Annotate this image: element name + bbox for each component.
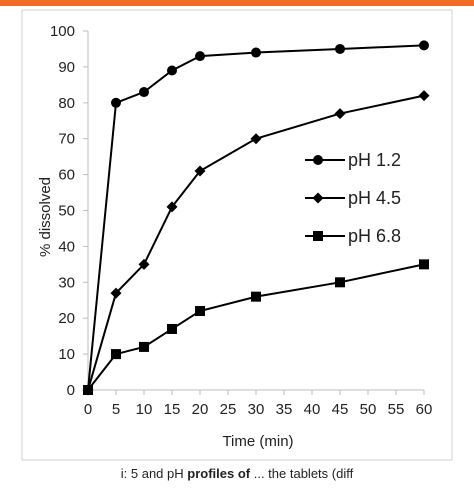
series-line-ph-6-8 bbox=[87, 263, 425, 391]
caption-text-start: i: 5 and pH bbox=[120, 466, 184, 481]
x-axis-title: Time (min) bbox=[222, 433, 293, 450]
x-tick-label: 0 bbox=[84, 401, 92, 418]
data-point-ph-6-8 bbox=[251, 291, 261, 302]
chart-frame bbox=[21, 9, 453, 461]
legend-label-ph-6-8: pH 6.8 bbox=[348, 226, 401, 246]
data-point-ph-1-2 bbox=[335, 43, 345, 54]
data-point-ph-4-5 bbox=[166, 201, 178, 213]
data-point-ph-4-5 bbox=[418, 90, 430, 102]
x-tick-label: 30 bbox=[248, 401, 265, 418]
legend-marker-ph-1-2 bbox=[313, 155, 323, 165]
legend-label-ph-1-2: pH 1.2 bbox=[348, 150, 401, 170]
y-tick-label: 20 bbox=[58, 310, 75, 327]
legend-label-ph-4-5: pH 4.5 bbox=[348, 188, 401, 208]
data-point-ph-4-5 bbox=[250, 133, 262, 145]
top-accent-bar bbox=[0, 0, 474, 6]
x-tick-label: 40 bbox=[304, 401, 321, 418]
y-tick-label: 100 bbox=[50, 23, 75, 40]
series-line-ph-4-5 bbox=[87, 94, 425, 391]
data-point-ph-1-2 bbox=[139, 87, 149, 98]
series-ph-1-2 bbox=[83, 40, 429, 395]
x-tick-label: 5 bbox=[112, 401, 120, 418]
figure-caption-fragment: i: 5 and pH profiles of ... the tablets … bbox=[0, 466, 474, 488]
x-tick-label: 55 bbox=[388, 401, 405, 418]
legend-marker-ph-6-8 bbox=[313, 231, 323, 241]
x-tick-label: 60 bbox=[416, 401, 433, 418]
y-tick-label: 90 bbox=[58, 59, 75, 76]
data-point-ph-4-5 bbox=[334, 108, 346, 120]
data-point-ph-1-2 bbox=[111, 97, 121, 108]
y-tick-label: 30 bbox=[58, 274, 75, 291]
x-tick-label: 45 bbox=[332, 401, 349, 418]
x-tick-label: 50 bbox=[360, 401, 377, 418]
caption-text-end: ... the tablets (diff bbox=[253, 466, 354, 481]
data-point-ph-1-2 bbox=[251, 47, 261, 58]
data-point-ph-6-8 bbox=[139, 341, 149, 352]
y-tick-label: 70 bbox=[58, 131, 75, 148]
dissolution-line-chart: 0 10 20 30 40 50 60 70 80 90 100 0 5 10 15 20 25 30 35 40 45… bbox=[21, 9, 453, 461]
x-tick-label: 10 bbox=[136, 401, 153, 418]
y-tick-label: 10 bbox=[58, 346, 75, 363]
legend-item-ph-6-8: pH 6.8 bbox=[305, 226, 401, 246]
series-ph-6-8 bbox=[83, 259, 429, 395]
data-point-ph-6-8 bbox=[335, 277, 345, 288]
series-line-ph-1-2 bbox=[87, 44, 425, 391]
data-point-ph-4-5 bbox=[138, 258, 150, 270]
y-tick-label: 40 bbox=[58, 238, 75, 255]
x-tick-label: 20 bbox=[192, 401, 209, 418]
y-tick-label: 0 bbox=[67, 382, 75, 399]
data-point-ph-1-2 bbox=[419, 40, 429, 51]
data-point-ph-6-8 bbox=[195, 306, 205, 317]
x-tick-label: 25 bbox=[220, 401, 237, 418]
data-point-ph-6-8 bbox=[419, 259, 429, 270]
caption-text-bold: profiles of bbox=[187, 466, 251, 481]
data-point-ph-1-2 bbox=[167, 65, 177, 76]
x-tick-label: 15 bbox=[164, 401, 181, 418]
y-tick-label: 80 bbox=[58, 95, 75, 112]
data-point-ph-6-8 bbox=[167, 323, 177, 334]
data-point-ph-6-8 bbox=[111, 349, 121, 360]
y-tick-label: 50 bbox=[58, 203, 75, 220]
y-axis-title: % dissolved bbox=[37, 177, 54, 257]
legend-item-ph-1-2: pH 1.2 bbox=[305, 150, 401, 170]
legend-marker-ph-4-5 bbox=[312, 192, 324, 204]
y-tick-label: 60 bbox=[58, 167, 75, 184]
data-point-ph-4-5 bbox=[110, 287, 122, 299]
legend-item-ph-4-5: pH 4.5 bbox=[305, 188, 401, 208]
data-point-ph-1-2 bbox=[195, 51, 205, 62]
data-point-ph-4-5 bbox=[194, 165, 206, 177]
x-tick-label: 35 bbox=[276, 401, 293, 418]
data-point-ph-6-8 bbox=[83, 385, 93, 395]
